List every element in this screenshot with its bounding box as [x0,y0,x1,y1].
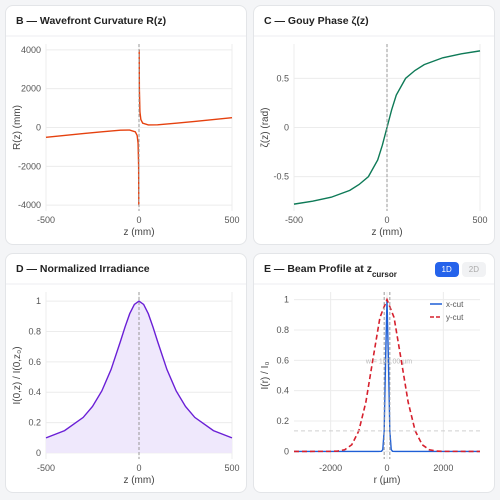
y-tick-label: -0.5 [273,172,289,182]
x-tick-label: 0 [136,215,141,225]
y-tick-label: 4000 [21,45,41,55]
title-text: D — Normalized Irradiance [16,263,150,275]
line [45,49,233,206]
x-axis-label: z (mm) [123,475,154,486]
title-text: E — Beam Profile at z [264,263,372,275]
x-tick-label: 500 [224,215,239,225]
legend-label: y-cut [446,313,464,322]
y-tick-label: -4000 [18,200,41,210]
card-d: D — Normalized Irradiance 0 0.2 0.4 0.6 0.8 1 -… [5,253,247,493]
y-tick-label: 0.4 [276,386,289,396]
x-tick-label: 0 [384,215,389,225]
x-tick-label: -2000 [319,463,342,473]
chart: C — Gouy Phase ζ(z) -0.5 0 0.5 -500 0 500 z (mm… [254,15,494,238]
y-axis-label: I(0,z) / I(0,z₀) [12,346,23,404]
chart: E — Beam Profile at zcursor 0 0.2 0.4 0.6 0.8… [254,263,494,486]
y-tick-label: 0.6 [276,355,289,365]
x-tick-label: -500 [285,215,303,225]
x-tick-label: 500 [224,463,239,473]
y-axis-label: R(z) (mm) [12,105,23,150]
line [45,300,233,439]
y-tick-label: 2000 [21,84,41,94]
card-c: C — Gouy Phase ζ(z) -0.5 0 0.5 -500 0 500 z (mm… [253,5,495,245]
x-tick-label: 0 [384,463,389,473]
y-tick-label: -2000 [18,161,41,171]
y-tick-label: 0.2 [276,416,289,426]
y-tick-label: 0 [284,123,289,133]
chart: D — Normalized Irradiance 0 0.2 0.4 0.6 0.8 1 -… [6,263,246,486]
y-tick-label: 0 [36,123,41,133]
x-tick-label: 2000 [433,463,453,473]
y-tick-label: 0.5 [276,73,289,83]
card-title: E — Beam Profile at zcursor [264,263,397,279]
line [293,297,481,453]
annotation: w = 100.00 µm [365,358,412,365]
line [293,50,481,205]
legend-label: x-cut [446,300,464,309]
card-e: E — Beam Profile at zcursor 0 0.2 0.4 0.6 0.8… [253,253,495,493]
y-tick-label: 0.4 [28,387,41,397]
title-sub: cursor [372,270,397,279]
y-tick-label: 0 [284,446,289,456]
x-axis-label: z (mm) [123,227,154,238]
toggle: 1D 2D [432,262,486,277]
card-title: B — Wavefront Curvature R(z) [16,15,166,27]
x-axis-label: r (µm) [374,475,401,486]
x-tick-label: 500 [472,215,487,225]
title-text: C — Gouy Phase ζ(z) [264,15,369,27]
y-axis-label: I(r) / I₀ [260,361,271,389]
chart: B — Wavefront Curvature R(z) -4000 -2000 0 2… [6,15,246,238]
y-tick-label: 0.8 [276,325,289,335]
toggle-button[interactable]: 2D [461,262,486,277]
card-title: C — Gouy Phase ζ(z) [264,15,369,27]
card-title: D — Normalized Irradiance [16,263,150,275]
y-tick-label: 1 [284,295,289,305]
y-tick-label: 0.2 [28,418,41,428]
y-axis-label: ζ(z) (rad) [260,108,271,148]
card-b: B — Wavefront Curvature R(z) -4000 -2000 0 2… [5,5,247,245]
x-axis-label: z (mm) [371,227,402,238]
x-tick-label: -500 [37,215,55,225]
toggle-button[interactable]: 1D [434,262,459,277]
y-tick-label: 0 [36,448,41,458]
y-tick-label: 1 [36,296,41,306]
y-tick-label: 0.8 [28,326,41,336]
y-tick-label: 0.6 [28,357,41,367]
title-text: B — Wavefront Curvature R(z) [16,15,166,27]
x-tick-label: -500 [37,463,55,473]
x-tick-label: 0 [136,463,141,473]
